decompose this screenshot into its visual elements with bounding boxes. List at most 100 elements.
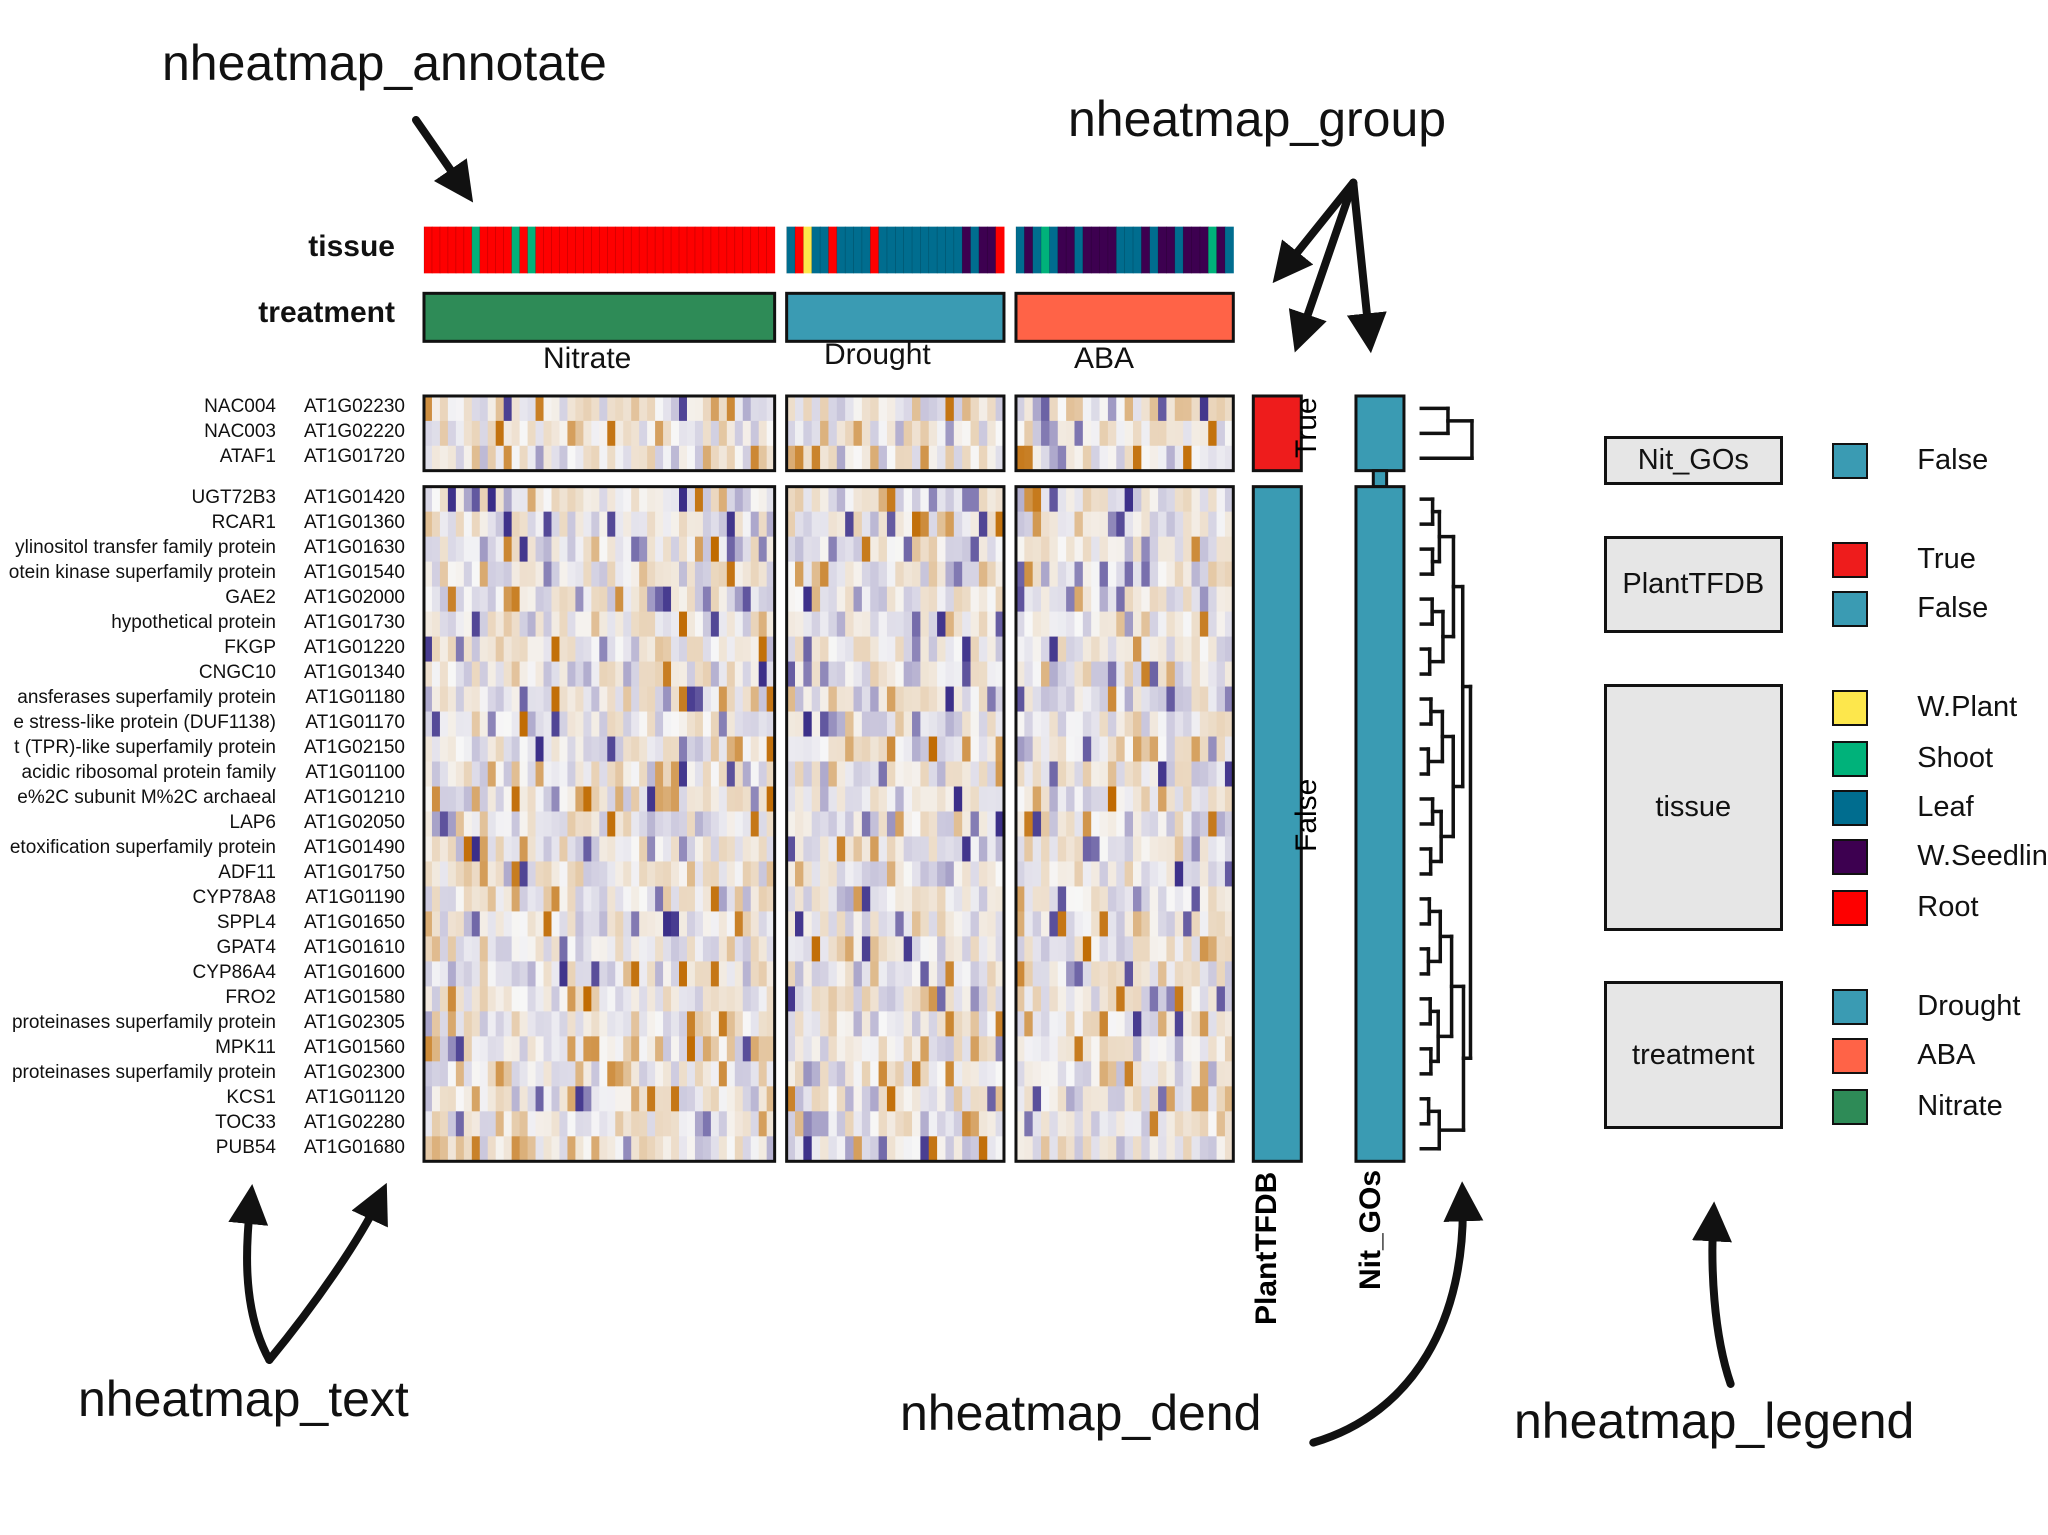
heatmap-cell [623, 586, 632, 613]
heatmap-cell [551, 1011, 561, 1037]
heatmap-cell [758, 561, 768, 588]
heatmap-cell [1082, 861, 1092, 888]
heatmap-cell [1057, 1061, 1067, 1087]
heatmap-cell [811, 1061, 821, 1087]
heatmap-cell [567, 1011, 577, 1037]
heatmap-cell [1049, 861, 1059, 888]
heatmap-cell [886, 1011, 896, 1037]
heatmap-cell [1224, 636, 1234, 663]
heatmap-cell [987, 1136, 997, 1162]
heatmap-cell [471, 861, 481, 888]
heatmap-cell [479, 1036, 489, 1062]
tissue-cell [861, 226, 871, 274]
heatmap-cell [1041, 861, 1051, 888]
heatmap-cell [567, 861, 577, 888]
heatmap-cell [551, 511, 561, 538]
heatmap-cell [953, 736, 963, 763]
heatmap-cell [811, 761, 821, 788]
heatmap-cell [1032, 536, 1042, 563]
heatmap-cell [631, 636, 640, 663]
heatmap-cell [870, 686, 880, 713]
heatmap-cell [567, 811, 577, 838]
heatmap-cell [431, 836, 441, 863]
heatmap-cell [527, 1111, 537, 1137]
heatmap-cell [519, 811, 529, 838]
heatmap-cell [575, 420, 584, 447]
heatmap-cell [479, 445, 489, 472]
heatmap-cell [928, 1061, 938, 1087]
heatmap-cell [543, 420, 553, 447]
heatmap-cell [758, 736, 768, 763]
heatmap-cell [1066, 786, 1076, 813]
heatmap-cell [845, 961, 855, 987]
heatmap-cell [519, 1086, 529, 1112]
heatmap-cell [479, 786, 489, 813]
heatmap-cell [878, 661, 888, 688]
heatmap-cell [945, 1086, 955, 1112]
heatmap-cell [439, 686, 449, 713]
heatmap-cell [551, 1036, 561, 1062]
heatmap-cell [591, 611, 600, 638]
heatmap-cell [527, 711, 537, 738]
heatmap-cell [758, 1061, 768, 1087]
plant-tfdb-false-bar [1251, 485, 1303, 1163]
heatmap-cell [655, 936, 664, 963]
plant-tfdb-bar-label: PlantTFDB [1250, 1171, 1283, 1325]
heatmap-cell [1133, 786, 1142, 813]
heatmap-cell [1091, 911, 1101, 938]
heatmap-cell [1066, 911, 1076, 938]
heatmap-cell [836, 661, 846, 688]
heatmap-cell [423, 1136, 433, 1162]
heatmap-cell [734, 936, 744, 963]
heatmap-cell [878, 736, 888, 763]
heatmap-cell [962, 661, 972, 688]
heatmap-cell [828, 611, 838, 638]
heatmap-cell [1041, 1036, 1051, 1062]
heatmap-cell [1158, 861, 1168, 888]
heatmap-cell [503, 445, 513, 472]
heatmap-cell [1032, 911, 1042, 938]
heatmap-cell [527, 1086, 537, 1112]
nit-gos-bar-connector [1371, 469, 1389, 489]
heatmap-cell [1224, 961, 1234, 987]
heatmap-cell [1141, 586, 1151, 613]
heatmap-cell [861, 636, 871, 663]
heatmap-cell [726, 711, 736, 738]
heatmap-cell [970, 486, 980, 513]
heatmap-cell [694, 911, 704, 938]
heatmap-cell [1124, 911, 1134, 938]
heatmap-cell [511, 786, 521, 813]
heatmap-cell [1216, 961, 1226, 987]
heatmap-cell [1041, 661, 1051, 688]
heatmap-cell [1091, 561, 1101, 588]
heatmap-cell [937, 936, 947, 963]
heatmap-cell [1199, 486, 1209, 513]
heatmap-cell [995, 836, 1005, 863]
heatmap-cell [559, 395, 569, 422]
heatmap-cell [970, 986, 980, 1012]
heatmap-cell [1174, 761, 1184, 788]
heatmap-cell [1124, 836, 1134, 863]
heatmap-cell [1015, 911, 1025, 938]
heatmap-cell [758, 486, 768, 513]
heatmap-cell [853, 911, 863, 938]
heatmap-cell [487, 911, 497, 938]
heatmap-cell [937, 636, 947, 663]
heatmap-cell [639, 1111, 648, 1137]
heatmap-cell [978, 861, 988, 888]
heatmap-cell [559, 861, 569, 888]
heatmap-cell [1224, 445, 1234, 472]
heatmap-cell [702, 986, 712, 1012]
heatmap-cell [527, 1036, 537, 1062]
heatmap-cell [886, 1086, 896, 1112]
plant-tfdb-true-bar [1251, 394, 1303, 473]
heatmap-cell [431, 395, 441, 422]
heatmap-cell [702, 861, 712, 888]
heatmap-cell [870, 586, 880, 613]
heatmap-cell [962, 536, 972, 563]
heatmap-cell [495, 1011, 505, 1037]
heatmap-cell [1216, 486, 1226, 513]
heatmap-cell [1024, 936, 1034, 963]
heatmap-cell [591, 1136, 600, 1162]
heatmap-cell [671, 1011, 680, 1037]
